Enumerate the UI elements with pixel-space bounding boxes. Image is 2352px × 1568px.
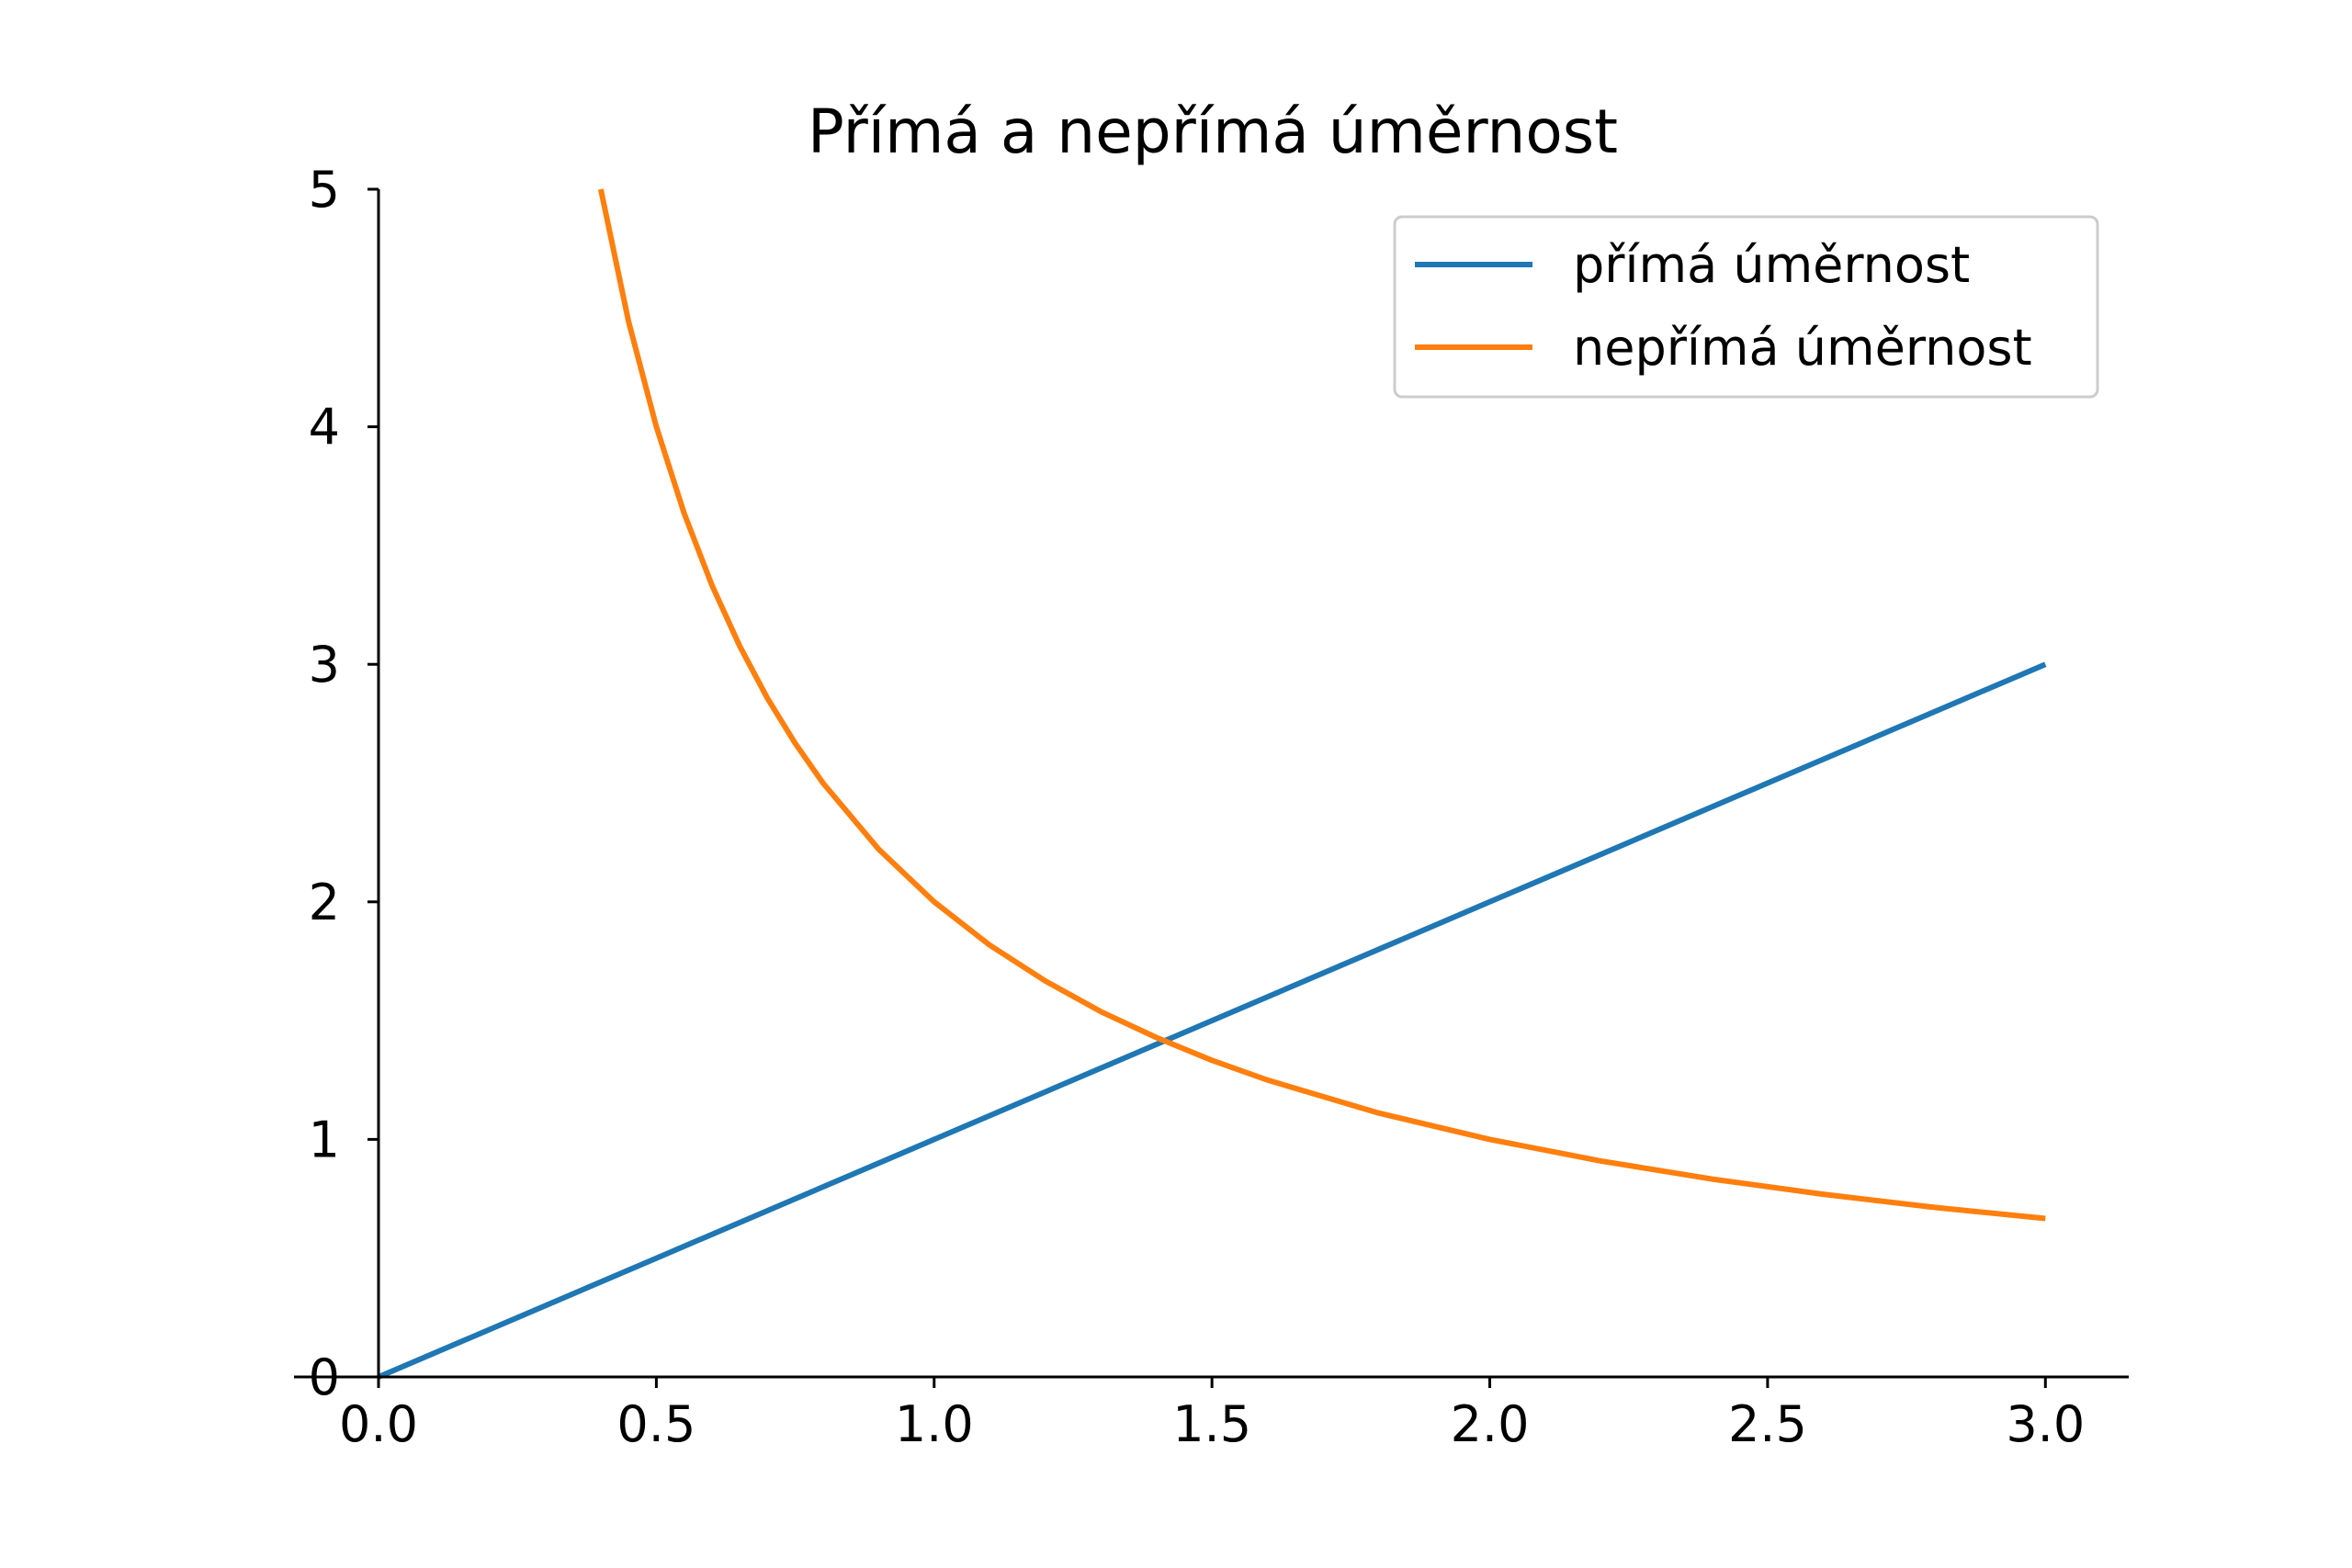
legend-box bbox=[1393, 215, 2099, 399]
plot-series bbox=[377, 188, 2047, 1380]
x-axis-ticks: 0.0 0.5 1.0 1.5 2.0 2.5 3.0 bbox=[339, 1377, 2085, 1453]
x-tick-label: 0.5 bbox=[616, 1395, 695, 1453]
x-tick-label: 1.0 bbox=[895, 1395, 974, 1453]
y-tick-label: 3 bbox=[309, 636, 340, 694]
series-line-1 bbox=[377, 661, 2047, 1380]
y-tick-label: 5 bbox=[309, 161, 340, 219]
legend-label: nepřímá úměrnost bbox=[1573, 319, 2032, 377]
x-tick-label: 0.0 bbox=[339, 1395, 418, 1453]
y-tick-label: 4 bbox=[309, 399, 340, 457]
chart-title: Přímá a nepřímá úměrnost bbox=[808, 96, 1618, 167]
y-tick-label: 1 bbox=[309, 1111, 340, 1168]
y-axis-ticks: 0 1 2 3 4 5 bbox=[309, 161, 379, 1406]
x-tick-label: 1.5 bbox=[1172, 1395, 1251, 1453]
series-line-2 bbox=[597, 188, 2046, 1222]
y-tick-label: 2 bbox=[309, 874, 340, 931]
x-tick-label: 3.0 bbox=[2006, 1395, 2085, 1453]
legend: přímá úměrnost nepřímá úměrnost bbox=[1393, 215, 2099, 399]
legend-label: přímá úměrnost bbox=[1573, 236, 1970, 294]
y-tick-label: 0 bbox=[309, 1348, 340, 1406]
x-tick-label: 2.5 bbox=[1728, 1395, 1807, 1453]
x-tick-label: 2.0 bbox=[1451, 1395, 1530, 1453]
